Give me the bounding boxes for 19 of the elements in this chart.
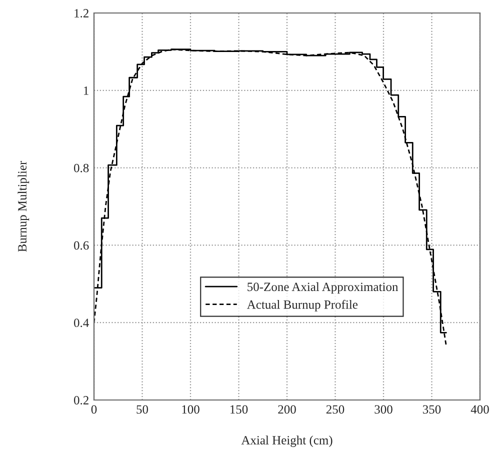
x-tick-label: 250: [326, 405, 344, 414]
y-tick-label: 0.2: [74, 396, 88, 405]
legend-label: Actual Burnup Profile: [246, 300, 358, 312]
y-axis-title: Burnup Multiplier: [18, 160, 30, 252]
y-tick-label: 1.2: [74, 9, 88, 18]
y-tick-label: 0.8: [74, 164, 89, 172]
legend-label: 50-Zone Axial Approximation: [248, 282, 398, 294]
x-tick-label: 300: [374, 405, 392, 414]
x-tick-label: 350: [422, 405, 441, 414]
x-tick-label: 0: [91, 405, 97, 414]
x-tick-label: 150: [230, 405, 248, 414]
x-tick-label: 100: [182, 405, 200, 414]
x-tick-label: 400: [470, 405, 489, 414]
y-tick-label: 1: [84, 86, 88, 95]
y-tick-label: 0.6: [74, 241, 89, 250]
x-tick-label: 200: [278, 405, 296, 414]
y-tick-label: 0.4: [74, 318, 89, 328]
x-tick-label: 50: [136, 405, 148, 414]
x-axis-title: Axial Height (cm): [241, 436, 332, 448]
